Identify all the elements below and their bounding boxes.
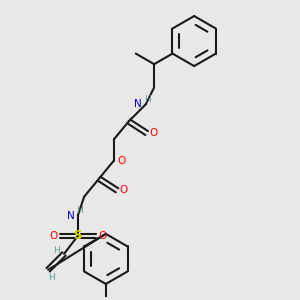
Text: H: H	[76, 206, 83, 215]
Text: H: H	[53, 247, 60, 256]
Text: S: S	[74, 230, 82, 242]
Text: N: N	[67, 211, 74, 221]
Text: N: N	[134, 99, 142, 110]
Text: H: H	[144, 94, 151, 103]
Text: O: O	[149, 128, 157, 138]
Text: O: O	[98, 231, 106, 241]
Text: H: H	[48, 273, 55, 282]
Text: O: O	[49, 231, 57, 241]
Text: O: O	[119, 185, 128, 195]
Text: O: O	[117, 156, 125, 166]
